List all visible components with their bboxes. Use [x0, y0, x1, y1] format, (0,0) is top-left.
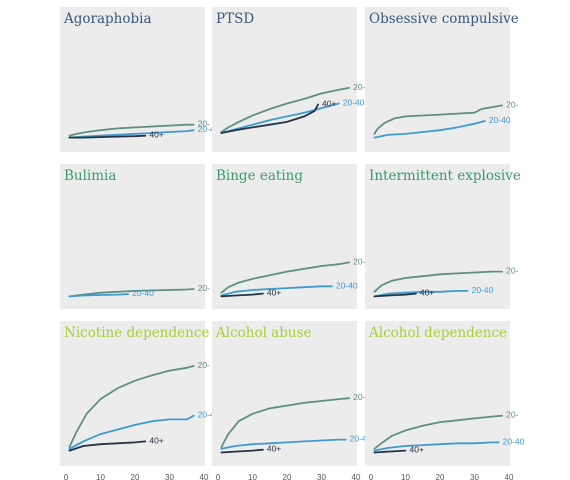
panel-alcohol-dependence: Alcohol dependence 20- 20-40 40+: [365, 321, 525, 466]
x-axis-ticks: 0 10 20 30 40: [369, 473, 514, 480]
series-label: 20-: [198, 119, 210, 129]
x-tick-label: 20: [436, 473, 445, 480]
x-tick-label: 40: [505, 473, 514, 480]
x-tick-label: 40: [200, 473, 209, 480]
series-label: 20-40: [472, 285, 494, 295]
series-label: 40+: [410, 445, 424, 455]
panel-background: [212, 7, 357, 152]
series-label: 40+: [322, 98, 336, 108]
x-tick-label: 20: [131, 473, 140, 480]
x-tick-label: 0: [216, 473, 221, 480]
panel-title: Binge eating: [216, 168, 303, 184]
x-tick-label: 10: [248, 473, 257, 480]
series-line-40plus: [68, 134, 147, 139]
series-line-40plus: [373, 449, 407, 454]
series-line-20under: [373, 414, 504, 450]
series-label: 40+: [267, 444, 281, 454]
series-line-20under: [373, 104, 504, 135]
series-label: 20-40: [343, 98, 365, 108]
series-line-20under40: [220, 285, 333, 297]
panel-title: Obsessive compulsive: [369, 11, 519, 27]
series-label: 20-: [353, 82, 365, 92]
series-line-40plus: [373, 292, 417, 298]
series-label: 20-: [506, 410, 518, 420]
panel-background: [365, 7, 510, 152]
series-line-20under40: [373, 441, 500, 452]
series-label: 20-40: [198, 410, 220, 420]
series-label: 40+: [149, 435, 163, 445]
series-line-40plus: [220, 103, 320, 134]
panel-alcohol-abuse: Alcohol abuse 20- 20-40 40+: [212, 321, 372, 466]
series-label: 20-: [198, 283, 210, 293]
panel-background: [212, 321, 357, 466]
panel-title: Bulimia: [64, 168, 116, 184]
series-label: 20-: [506, 266, 518, 276]
panel-obsessive-compulsive: Obsessive compulsive 20- 20-40: [365, 7, 519, 152]
x-tick-label: 10: [96, 473, 105, 480]
series-line-20under: [68, 288, 195, 298]
series-label: 20-40: [336, 280, 358, 290]
series-label: 40+: [267, 288, 281, 298]
panel-title: Agoraphobia: [63, 11, 152, 27]
panel-background: [212, 164, 357, 309]
x-tick-label: 0: [64, 473, 69, 480]
series-line-20under40: [373, 120, 486, 139]
x-tick-label: 20: [283, 473, 292, 480]
series-label: 20-40: [132, 288, 154, 298]
x-tick-label: 0: [369, 473, 374, 480]
panel-background: [60, 7, 205, 152]
panel-binge-eating: Binge eating 20- 20-40 40+: [212, 164, 366, 309]
series-label: 20-40: [489, 115, 511, 125]
series-line-20under: [68, 365, 195, 448]
panel-bulimia: Bulimia 20- 20-40: [60, 164, 210, 309]
series-line-20under40: [68, 293, 130, 298]
series-line-20under: [373, 270, 504, 293]
series-label: 20-: [353, 256, 365, 266]
x-tick-label: 30: [165, 473, 174, 480]
panel-title: Alcohol abuse: [215, 325, 312, 341]
panel-ptsd: PTSD 20- 20-40 40+: [212, 7, 366, 152]
series-label: 20-40: [198, 124, 220, 134]
panel-intermittent-explosive: Intermittent explosive 20- 20-40 40+: [365, 164, 521, 309]
series-line-40plus: [68, 440, 147, 452]
series-line-20under: [220, 261, 351, 294]
series-label: 40+: [149, 130, 163, 140]
series-line-20under: [220, 87, 351, 133]
series-line-20under40: [220, 102, 340, 134]
panel-agoraphobia: Agoraphobia 20-20-40 40+: [60, 7, 220, 152]
panel-background: [60, 164, 205, 309]
series-line-20under40: [373, 289, 469, 298]
x-tick-label: 30: [317, 473, 326, 480]
panel-background: [365, 164, 510, 309]
panel-background: [60, 321, 205, 466]
series-line-40plus: [220, 448, 264, 454]
x-tick-label: 10: [401, 473, 410, 480]
x-tick-label: 40: [352, 473, 361, 480]
series-label: 20-: [353, 392, 365, 402]
series-line-20under: [68, 123, 195, 137]
x-tick-label: 30: [470, 473, 479, 480]
panel-title: Alcohol dependence: [368, 325, 507, 341]
series-label: 20-: [198, 360, 210, 370]
x-axis-ticks: 0 10 20 30 40: [216, 473, 361, 480]
panel-title: PTSD: [216, 11, 254, 27]
series-line-20under40: [68, 414, 195, 450]
series-line-40plus: [220, 292, 264, 298]
series-line-20under40: [220, 438, 347, 450]
panel-nicotine-dependence: Nicotine dependence 20- 20-40 40+: [60, 321, 220, 466]
series-label: 20-: [506, 99, 518, 109]
series-line-20under40: [68, 129, 195, 139]
series-line-20under: [220, 397, 351, 448]
series-label: 20-40: [350, 434, 372, 444]
series-label: 20-40: [503, 436, 525, 446]
x-axis-ticks: 0 10 20 30 40: [64, 473, 209, 480]
series-label: 40+: [420, 288, 434, 298]
panel-title: Nicotine dependence: [64, 325, 209, 341]
panel-title: Intermittent explosive: [369, 168, 521, 184]
